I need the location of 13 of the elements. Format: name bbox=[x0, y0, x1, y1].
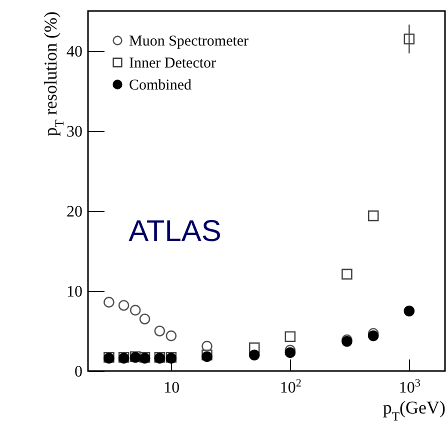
x-tick-label: 10$^{2}$ bbox=[280, 378, 302, 396]
y-tick-label: 20 bbox=[66, 204, 82, 220]
annotation: ATLAS bbox=[128, 215, 222, 248]
y-tick-label: 10 bbox=[66, 284, 82, 300]
x-tick-label: 10$^{3}$ bbox=[398, 378, 421, 396]
legend-label: Inner Detector bbox=[129, 56, 216, 72]
legend-label: Combined bbox=[129, 78, 192, 94]
x-tick-label: 10 bbox=[164, 380, 180, 396]
x-axis-title: p$_{T}$(GeV) bbox=[382, 398, 446, 424]
y-tick-label: 40 bbox=[66, 44, 82, 60]
legend-label: Muon Spectrometer bbox=[129, 34, 249, 50]
y-tick-label: 0 bbox=[74, 364, 82, 380]
y-tick-label: 30 bbox=[66, 124, 82, 140]
